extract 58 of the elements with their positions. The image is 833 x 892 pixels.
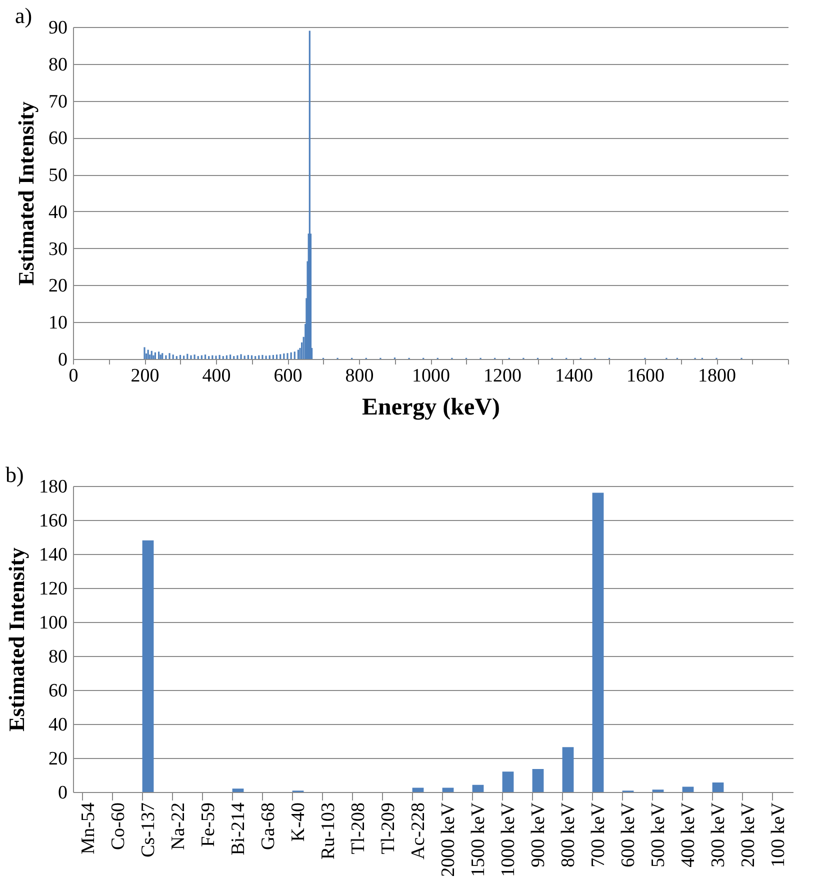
y-tick-label: 60 [48,128,68,150]
y-tick-label: 80 [48,54,68,76]
y-tick-label: 80 [48,646,68,668]
x-tick-label: Ac-228 [408,802,429,860]
x-tick-label: 400 [202,366,231,386]
y-tick-label: 10 [48,312,68,334]
text: a) [15,3,32,28]
x-tick-label: Tl-208 [348,802,369,854]
y-tick-label: 20 [48,276,68,297]
y-tick-label: 180 [39,476,68,498]
y-tick-label: 100 [39,612,68,634]
y-tick-label: 20 [48,748,68,770]
x-tick-label: 1400 [555,366,593,386]
text: b) [6,462,24,487]
x-tick-label: Bi-214 [228,802,249,856]
x-tick-label: Co-60 [108,802,129,850]
y-tick-label: 90 [48,18,68,38]
x-tick-label: Cs-137 [138,802,159,858]
y-axis-title: Estimated Intensity [4,548,29,732]
y-tick-label: 70 [48,91,68,112]
x-tick-label: K-40 [288,802,309,842]
x-tick-label: 2000 keV [438,802,459,877]
x-tick-label: 100 keV [768,802,789,868]
x-tick-label: 700 keV [588,802,609,868]
x-tick-label: 500 keV [648,802,669,868]
x-tick-label: 1200 [484,366,522,386]
y-tick-label: 60 [48,680,68,702]
y-tick-label: 160 [39,510,68,532]
x-tick-label: 1000 [412,366,450,386]
x-tick-label: 600 keV [618,802,639,868]
x-tick-label: Na-22 [168,802,189,850]
x-tick-label: 1500 keV [468,802,489,877]
x-tick-label: 300 keV [708,802,729,868]
x-tick-label: Ga-68 [258,802,279,850]
x-tick-label: Mn-54 [78,802,99,854]
x-tick-label: 800 [345,366,374,386]
x-tick-label: 400 keV [678,802,699,868]
x-tick-label: 800 keV [558,802,579,868]
y-tick-label: 30 [48,238,68,260]
y-axis-title: Estimated Intensity [14,102,38,286]
x-tick-label: Tl-209 [378,802,399,854]
y-tick-label: 0 [58,350,68,370]
x-tick-label: 600 [274,366,302,386]
y-tick-label: 140 [39,544,68,566]
x-tick-label: 200 [130,366,160,386]
y-tick-label: 40 [48,714,68,736]
x-tick-label: Fe-59 [198,802,219,847]
y-tick-label: 0 [58,782,68,804]
x-tick-label: 200 keV [738,802,759,868]
y-tick-label: 50 [48,165,68,186]
x-tick-label: 1600 [626,366,664,386]
y-tick-label: 120 [39,578,68,600]
x-axis-title: Energy (keV) [362,394,500,420]
x-tick-label: Ru-103 [318,802,339,860]
x-tick-label: 900 keV [528,802,549,868]
x-tick-label: 1800 [698,366,736,386]
y-tick-label: 40 [48,202,68,223]
x-tick-label: 1000 keV [498,802,519,877]
